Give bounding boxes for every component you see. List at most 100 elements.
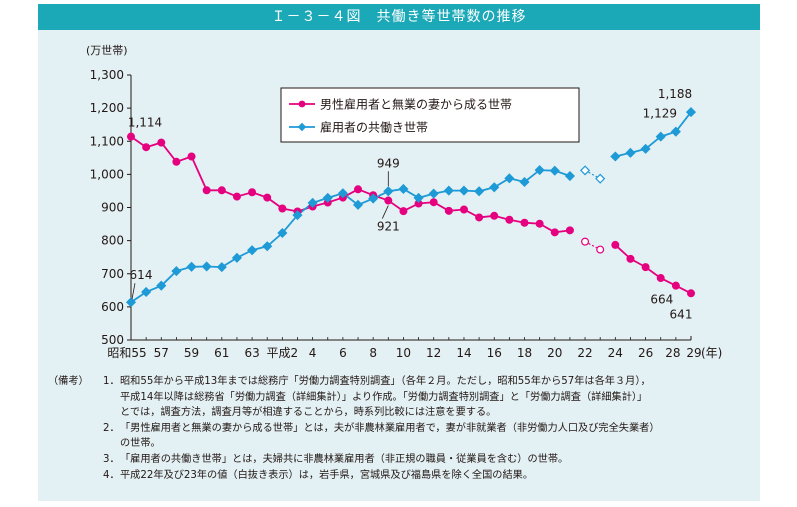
series-point-2 — [640, 143, 651, 154]
series-point-2 — [458, 185, 470, 196]
series-point-2 — [141, 286, 152, 298]
note-text: 平成22年及び23年の値（白抜き表示）は，岩手県，宮城県及び福島県を除く全国の結… — [120, 469, 534, 481]
series-point-2 — [247, 245, 258, 256]
series-point-1 — [172, 157, 181, 166]
series-point-2 — [504, 173, 515, 184]
series-point-2 — [564, 170, 575, 182]
x-tick-label: 22 — [577, 346, 592, 360]
series-point-1 — [505, 215, 514, 224]
series-markers — [125, 107, 697, 308]
series-point-1 — [232, 192, 241, 201]
series-point-1 — [429, 198, 438, 207]
note-line: 3． 「雇用者の共働き世帯」とは，夫婦共に非農林業雇用者（非正規の職員・従業員を含… — [48, 452, 760, 468]
data-label: 641 — [670, 307, 693, 321]
x-axis-title: (年) — [701, 346, 722, 360]
y-tick-label: 1,300 — [90, 68, 124, 82]
series-point-2 — [519, 176, 530, 188]
series-point-2 — [443, 185, 454, 196]
y-tick-label: 800 — [101, 234, 124, 248]
line-chart: 1,300 1,200 1,100 1,000 900 800 700 600 500 (万世帯)… — [86, 44, 722, 360]
x-tick-label: 昭和55 — [107, 346, 146, 360]
series-point-1 — [596, 245, 605, 254]
series-point-2 — [580, 165, 591, 176]
note-number: 3． — [103, 453, 120, 465]
note-text: 「男性雇用者と無業の妻から成る世帯」とは，夫が非農林業雇用者で，妻が非就業者（非… — [120, 422, 660, 434]
x-tick-label: 29 — [686, 346, 701, 360]
series-point-2 — [383, 186, 394, 197]
note-text: とでは，調査方法，調査月等が相違することから，時系列比較には注意を要する。 — [120, 407, 497, 419]
note-line: （備考） 1． 昭和55年から平成13年までは総務庁「労働力調査特別調査」（各年２月… — [48, 374, 760, 390]
x-tick-label: 20 — [547, 346, 562, 360]
series-point-2 — [337, 188, 348, 199]
chart-axes: 1,300 1,200 1,100 1,000 900 800 700 600 500 (万世帯)… — [86, 44, 722, 360]
x-tick-label: 28 — [665, 346, 680, 360]
y-tick-label: 1,100 — [90, 134, 124, 148]
figure-frame — [38, 4, 760, 501]
y-tick-label: 900 — [101, 201, 124, 215]
note-number: 1． — [103, 376, 120, 387]
series-point-2 — [262, 241, 273, 252]
series-point-2 — [125, 297, 137, 308]
y-tick-label: 500 — [101, 333, 124, 347]
y-tick-label: 1,000 — [90, 167, 124, 181]
y-tick-label: 700 — [101, 267, 124, 281]
data-label: 1,129 — [643, 107, 677, 121]
x-tick-label: 61 — [214, 346, 229, 360]
note-number: 2． — [103, 422, 120, 434]
legend-marker-1 — [298, 100, 306, 108]
x-tick-label: 18 — [517, 346, 532, 360]
figure-title: Ｉ－３－４図 共働き等世帯数の推移 — [38, 4, 760, 30]
notes-label: （備考） — [48, 376, 89, 387]
series-point-1 — [671, 281, 680, 290]
series-point-2 — [595, 173, 606, 184]
series-point-2 — [398, 183, 409, 194]
series-point-1 — [626, 254, 635, 263]
legend-label-2: 雇用者の共働き世帯 — [320, 120, 428, 135]
series-point-1 — [490, 211, 499, 220]
series-point-2 — [186, 261, 197, 272]
x-tick-label: 10 — [396, 346, 411, 360]
note-text: 昭和55年から平成13年までは総務庁「労働力調査特別調査」（各年２月。ただし，昭… — [120, 376, 651, 387]
series-point-2 — [368, 193, 379, 204]
series-point-1 — [278, 204, 287, 213]
x-tick-label: 26 — [638, 346, 653, 360]
x-tick-label: 24 — [608, 346, 623, 360]
series-point-1 — [142, 143, 151, 152]
series-point-1 — [520, 218, 529, 227]
y-axis-title: (万世帯) — [86, 44, 128, 57]
series-point-2 — [277, 227, 288, 239]
leader-line — [131, 283, 136, 300]
series-point-2 — [625, 147, 636, 158]
note-line: 2． 「男性雇用者と無業の妻から成る世帯」とは，夫が非農林業雇用者で，妻が非就業者… — [48, 421, 760, 437]
series-point-1 — [459, 205, 468, 214]
series-point-1 — [641, 263, 650, 272]
series-point-1 — [475, 213, 484, 222]
series-point-1 — [248, 188, 257, 197]
x-tick-label: 16 — [487, 346, 502, 360]
series-point-2 — [156, 280, 167, 291]
x-tick-label: 12 — [426, 346, 441, 360]
series-gap-line-1 — [584, 241, 601, 251]
y-tick-label: 1,200 — [90, 101, 124, 115]
data-label: 949 — [377, 156, 400, 170]
series-point-1 — [550, 228, 559, 237]
x-tick-label: 59 — [184, 346, 199, 360]
notes-section: （備考） 1． 昭和55年から平成13年までは総務庁「労働力調査特別調査」（各年２月… — [48, 374, 760, 483]
series-point-2 — [352, 199, 364, 210]
series-point-1 — [686, 289, 695, 298]
y-tick-label: 600 — [101, 300, 124, 314]
series-point-2 — [216, 262, 227, 273]
x-tick-label: 8 — [369, 346, 377, 360]
series-point-1 — [263, 193, 272, 202]
series-point-1 — [656, 274, 665, 283]
series-point-2 — [413, 192, 424, 203]
series-point-2 — [201, 261, 212, 272]
note-line: とでは，調査方法，調査月等が相違することから，時系列比較には注意を要する。 — [48, 405, 760, 421]
series-point-1 — [157, 138, 166, 147]
data-label: 1,188 — [658, 87, 692, 101]
x-tick-label: 14 — [456, 346, 471, 360]
note-text: 「雇用者の共働き世帯」とは，夫婦共に非農林業雇用者（非正規の職員・従業員を含む）… — [120, 453, 569, 465]
series-point-1 — [581, 237, 590, 246]
